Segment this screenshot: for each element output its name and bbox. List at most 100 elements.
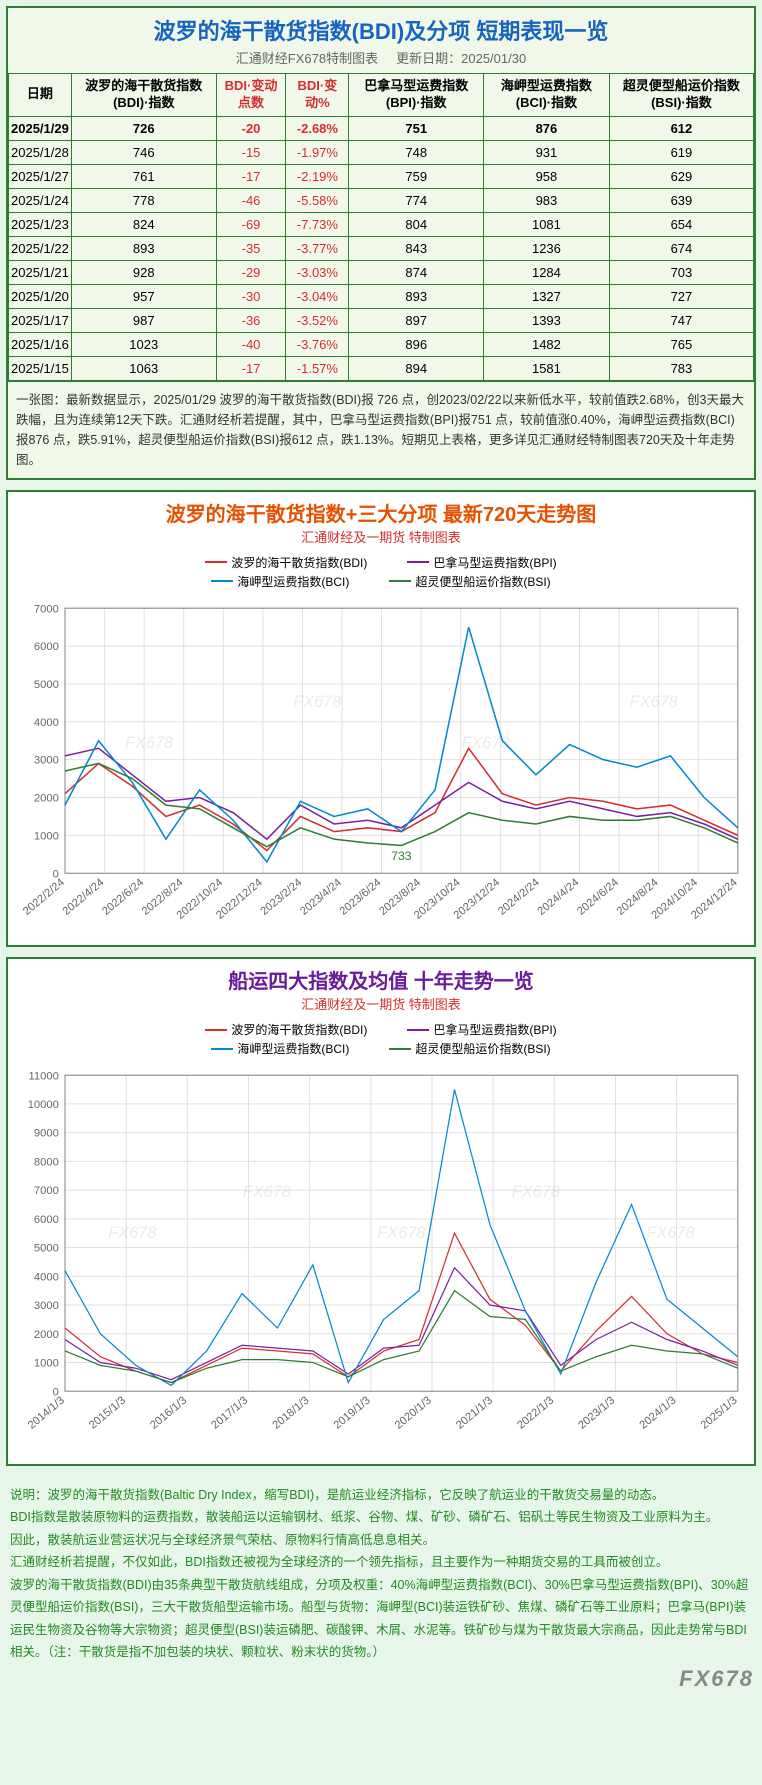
svg-text:4000: 4000 [34, 1272, 59, 1284]
table-header-row: 日期波罗的海干散货指数(BDI)·指数BDI·变动点数BDI·变动%巴拿马型运费… [9, 74, 754, 117]
table-cell: -17 [216, 164, 286, 188]
table-cell: 983 [484, 188, 610, 212]
chart-10y-legend: 波罗的海干散货指数(BDI)巴拿马型运费指数(BPI)海岬型运费指数(BCI)超… [14, 1017, 748, 1065]
table-cell: 612 [609, 116, 753, 140]
table-cell: -40 [216, 332, 286, 356]
table-cell: -17 [216, 356, 286, 380]
table-header-cell: BDI·变动% [286, 74, 349, 117]
table-cell: 1081 [484, 212, 610, 236]
legend-item: 超灵便型船运价指数(BSI) [389, 573, 550, 590]
bdi-table-panel: 波罗的海干散货指数(BDI)及分项 短期表现一览 汇通财经FX678特制图表 更… [6, 6, 756, 480]
table-cell: 893 [71, 236, 216, 260]
table-cell: 1581 [484, 356, 610, 380]
legend-item: 海岬型运费指数(BCI) [211, 1040, 349, 1057]
table-cell: 2025/1/24 [9, 188, 72, 212]
svg-text:1000: 1000 [34, 830, 59, 842]
svg-text:FX678: FX678 [125, 734, 173, 752]
table-cell: -7.73% [286, 212, 349, 236]
table-cell: 2025/1/22 [9, 236, 72, 260]
table-cell: 747 [609, 308, 753, 332]
svg-text:9000: 9000 [34, 1128, 59, 1140]
legend-line-icon [389, 1048, 411, 1050]
legend-item: 海岬型运费指数(BCI) [211, 573, 349, 590]
chart-720-panel: 波罗的海干散货指数+三大分项 最新720天走势图 汇通财经及一期货 特制图表 波… [6, 490, 756, 947]
table-cell: 843 [349, 236, 484, 260]
bdi-table: 日期波罗的海干散货指数(BDI)·指数BDI·变动点数BDI·变动%巴拿马型运费… [8, 73, 754, 381]
description-line: 波罗的海干散货指数(BDI)由35条典型干散货航线组成，分项及权重：40%海岬型… [10, 1574, 752, 1664]
subtitle-date: 更新日期：2025/01/30 [396, 51, 526, 66]
table-cell: 748 [349, 140, 484, 164]
legend-label: 波罗的海干散货指数(BDI) [231, 1021, 367, 1038]
svg-text:FX678: FX678 [243, 1183, 291, 1201]
table-cell: 897 [349, 308, 484, 332]
table-row: 2025/1/28746-15-1.97%748931619 [9, 140, 754, 164]
line-chart: 010002000300040005000600070002022/2/2420… [14, 598, 748, 934]
table-cell: -20 [216, 116, 286, 140]
svg-text:3000: 3000 [34, 755, 59, 767]
table-cell: 894 [349, 356, 484, 380]
table-note: 一张图：最新数据显示，2025/01/29 波罗的海干散货指数(BDI)报 72… [8, 381, 754, 478]
table-cell: 1284 [484, 260, 610, 284]
table-title: 波罗的海干散货指数(BDI)及分项 短期表现一览 [8, 8, 754, 48]
table-cell: 931 [484, 140, 610, 164]
table-cell: 893 [349, 284, 484, 308]
table-cell: 2025/1/27 [9, 164, 72, 188]
table-cell: 2025/1/15 [9, 356, 72, 380]
table-cell: 765 [609, 332, 753, 356]
svg-text:FX678: FX678 [108, 1224, 156, 1242]
chart-10y-body: 0100020003000400050006000700080009000100… [14, 1065, 748, 1457]
legend-label: 超灵便型船运价指数(BSI) [415, 1040, 550, 1057]
svg-text:FX678: FX678 [377, 1224, 425, 1242]
table-cell: 2025/1/17 [9, 308, 72, 332]
table-cell: -3.04% [286, 284, 349, 308]
svg-text:1000: 1000 [34, 1358, 59, 1370]
table-cell: 619 [609, 140, 753, 164]
table-cell: 783 [609, 356, 753, 380]
table-cell: -3.03% [286, 260, 349, 284]
svg-text:8000: 8000 [34, 1157, 59, 1169]
table-row: 2025/1/20957-30-3.04%8931327727 [9, 284, 754, 308]
chart-720-title: 波罗的海干散货指数+三大分项 最新720天走势图 [14, 498, 748, 527]
table-cell: 958 [484, 164, 610, 188]
svg-text:2000: 2000 [34, 792, 59, 804]
legend-label: 巴拿马型运费指数(BPI) [433, 554, 556, 571]
table-cell: -1.97% [286, 140, 349, 164]
table-cell: -3.76% [286, 332, 349, 356]
table-cell: 727 [609, 284, 753, 308]
table-cell: 629 [609, 164, 753, 188]
table-cell: 987 [71, 308, 216, 332]
svg-text:3000: 3000 [34, 1300, 59, 1312]
chart-10y-panel: 船运四大指数及均值 十年走势一览 汇通财经及一期货 特制图表 波罗的海干散货指数… [6, 957, 756, 1465]
table-row: 2025/1/161023-40-3.76%8961482765 [9, 332, 754, 356]
table-cell: 2025/1/21 [9, 260, 72, 284]
table-cell: 957 [71, 284, 216, 308]
svg-text:FX678: FX678 [630, 693, 678, 711]
legend-line-icon [389, 580, 411, 582]
table-row: 2025/1/22893-35-3.77%8431236674 [9, 236, 754, 260]
legend-line-icon [205, 561, 227, 563]
legend-label: 波罗的海干散货指数(BDI) [231, 554, 367, 571]
description-line: 因此，散装航运业营运状况与全球经济景气荣枯、原物料行情高低息息相关。 [10, 1529, 752, 1552]
table-cell: -1.57% [286, 356, 349, 380]
table-cell: -69 [216, 212, 286, 236]
table-header-cell: 海岬型运费指数(BCI)·指数 [484, 74, 610, 117]
table-row: 2025/1/27761-17-2.19%759958629 [9, 164, 754, 188]
svg-text:10000: 10000 [28, 1099, 59, 1111]
table-header-cell: 巴拿马型运费指数(BPI)·指数 [349, 74, 484, 117]
table-cell: 1023 [71, 332, 216, 356]
legend-item: 波罗的海干散货指数(BDI) [205, 1021, 367, 1038]
svg-text:FX678: FX678 [461, 734, 509, 752]
table-cell: 2025/1/23 [9, 212, 72, 236]
table-cell: -36 [216, 308, 286, 332]
table-cell: 761 [71, 164, 216, 188]
svg-text:6000: 6000 [34, 641, 59, 653]
chart-720-legend: 波罗的海干散货指数(BDI) 巴拿马型运费指数(BPI) 海岬型运费指数(BCI) 超… [14, 550, 748, 598]
table-cell: -2.68% [286, 116, 349, 140]
legend-line-icon [211, 1048, 233, 1050]
table-cell: 928 [71, 260, 216, 284]
table-cell: 896 [349, 332, 484, 356]
svg-text:2000: 2000 [34, 1329, 59, 1341]
svg-text:4000: 4000 [34, 717, 59, 729]
table-row: 2025/1/23824-69-7.73%8041081654 [9, 212, 754, 236]
table-cell: -5.58% [286, 188, 349, 212]
